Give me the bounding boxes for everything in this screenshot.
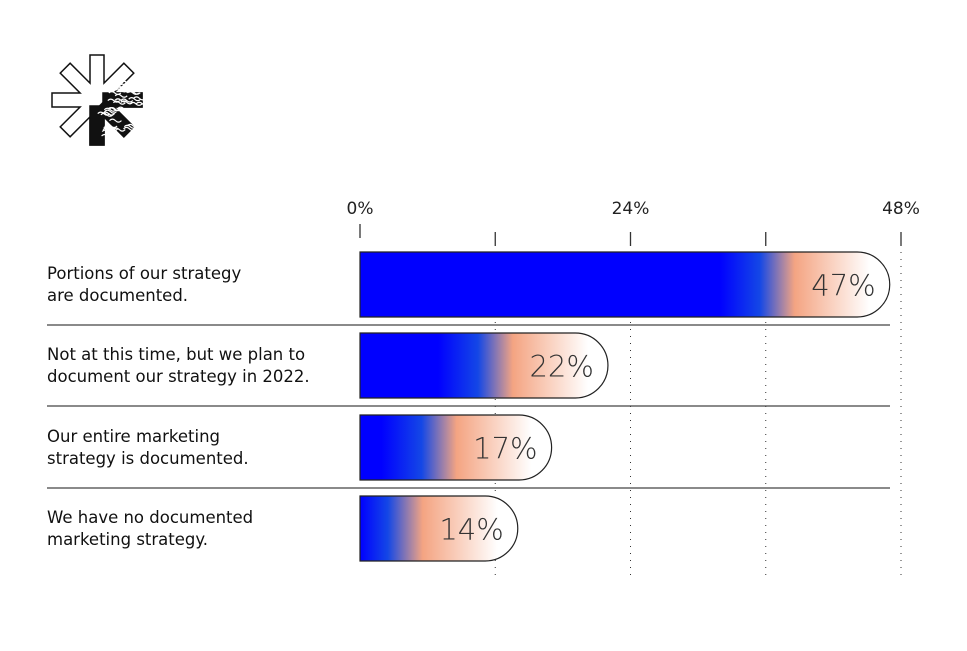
category-label: Not at this time, but we plan to document…: [47, 345, 310, 386]
data-label: 17%: [473, 432, 537, 466]
data-label: 14%: [439, 513, 503, 547]
data-label: 22%: [529, 350, 593, 384]
x-tick-label: 0%: [347, 199, 374, 219]
asterisk-logo-icon: [52, 55, 148, 145]
data-label: 47%: [811, 269, 875, 303]
category-label: Our entire marketing strategy is document…: [47, 427, 249, 468]
x-tick-label: 48%: [882, 199, 920, 219]
category-label: We have no documented marketing strategy.: [47, 508, 253, 549]
x-tick-label: 24%: [612, 199, 650, 219]
category-label: Portions of our strategy are documented.: [47, 264, 241, 305]
